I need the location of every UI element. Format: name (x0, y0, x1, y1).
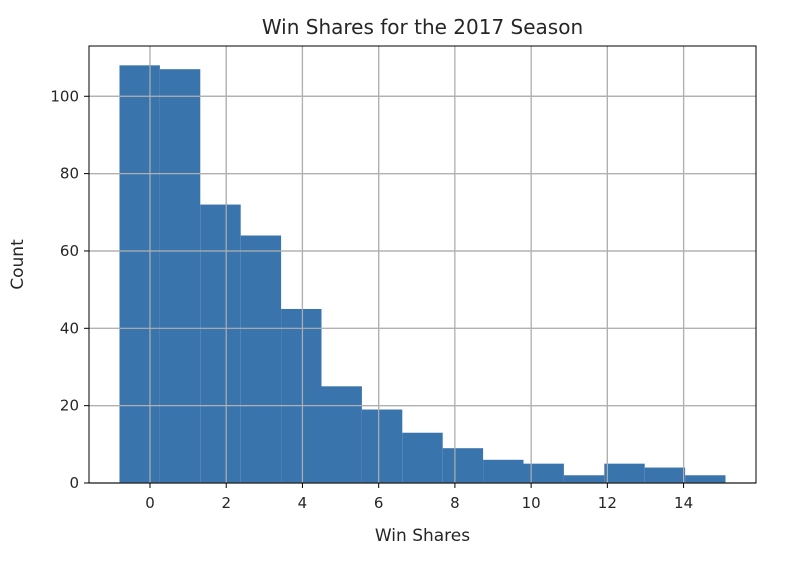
y-tick-label: 100 (50, 87, 79, 105)
histogram-bar (523, 463, 564, 483)
x-tick-label: 0 (145, 494, 155, 512)
x-tick-label: 10 (522, 494, 541, 512)
histogram-bar (200, 204, 241, 483)
histogram-bar (402, 432, 443, 483)
chart-title: Win Shares for the 2017 Season (262, 15, 583, 39)
histogram-bar (159, 69, 201, 483)
axis-ticks: 0 2 4 6 8 10 12 14 0 20 40 60 80 100 (50, 87, 693, 512)
histogram-bar (281, 308, 322, 483)
histogram-bar (483, 459, 524, 483)
x-tick-label: 4 (298, 494, 308, 512)
x-tick-label: 6 (374, 494, 384, 512)
histogram-bar (361, 409, 403, 483)
x-tick-label: 12 (598, 494, 617, 512)
x-tick-label: 2 (221, 494, 231, 512)
histogram-bar (240, 235, 282, 483)
y-tick-label: 60 (60, 242, 79, 260)
y-tick-label: 80 (60, 165, 79, 183)
x-tick-label: 14 (674, 494, 693, 512)
histogram-bar (321, 386, 362, 483)
histogram-bar (685, 475, 726, 483)
y-axis-label: Count (8, 239, 28, 290)
histogram-bar (119, 65, 160, 484)
y-tick-label: 0 (69, 474, 79, 492)
histogram-bars (89, 46, 756, 484)
x-tick-label: 8 (450, 494, 460, 512)
histogram-bar (442, 448, 484, 483)
plot-area-frame (88, 45, 757, 484)
y-tick-label: 40 (60, 319, 79, 337)
histogram-bar (563, 475, 605, 483)
x-axis-label: Win Shares (375, 526, 470, 546)
histogram-bar (604, 463, 645, 483)
histogram-bar (644, 467, 686, 483)
y-tick-label: 20 (60, 397, 79, 415)
